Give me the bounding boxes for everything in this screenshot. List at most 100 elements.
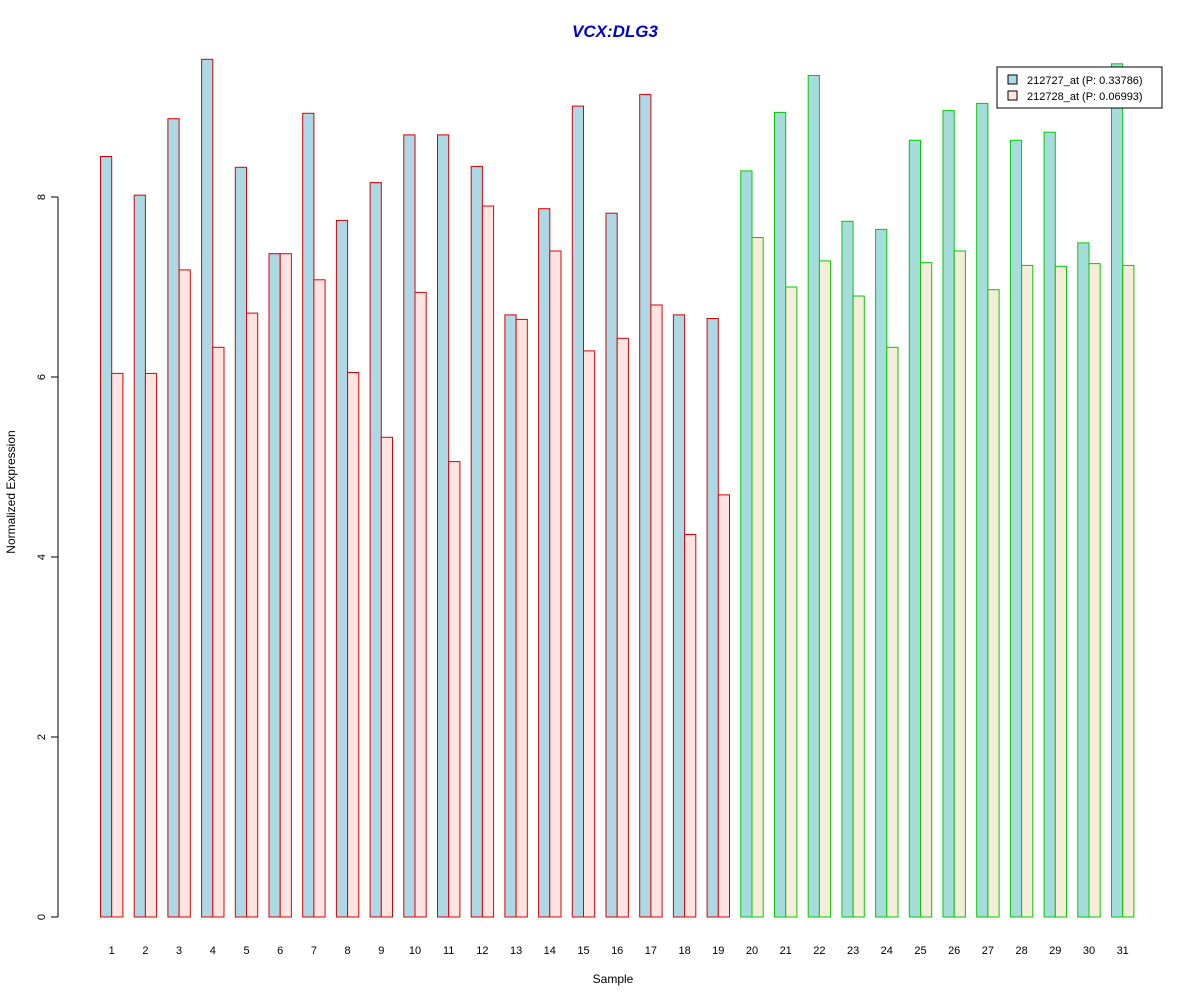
x-tick-label: 23 [847,945,859,957]
bar-212728-sample-11 [448,461,461,918]
bar-212728-sample-18 [684,534,697,918]
bar-212728-sample-7 [313,279,326,918]
x-tick-label: 14 [544,945,556,957]
x-axis-label: Sample [593,972,634,986]
x-tick-label: 8 [345,945,351,957]
x-tick-label: 2 [142,945,148,957]
bar-212727-sample-23 [841,220,854,918]
bar-212728-sample-4 [212,346,225,918]
x-tick-label: 26 [948,945,960,957]
x-tick-label: 1 [109,945,115,957]
bars-group [100,58,1135,918]
bar-212727-sample-5 [234,166,248,918]
x-tick-label: 22 [813,945,825,957]
bar-212727-sample-4 [201,58,214,918]
bar-212727-sample-29 [1043,131,1056,918]
bar-212727-sample-11 [437,134,450,918]
bar-212728-sample-13 [515,318,528,918]
bar-212727-sample-14 [538,208,551,918]
bar-212727-sample-9 [369,182,382,918]
bar-212727-sample-16 [605,212,618,918]
bar-212728-sample-30 [1088,263,1101,918]
bar-212728-sample-20 [751,237,764,918]
bar-212727-sample-18 [672,314,686,918]
bar-212728-sample-12 [481,205,495,918]
bar-212727-sample-1 [100,156,113,918]
bar-212728-sample-10 [414,291,427,918]
bar-212728-sample-14 [549,250,562,918]
x-tick-label: 28 [1015,945,1027,957]
x-axis-ticks: 1 2 3 4 5 6 7 8 9 10 11 12 13 14 15 16 17 18 19 20 21 22 23 24 2… [109,945,1129,957]
x-tick-label: 19 [712,945,724,957]
x-tick-label: 3 [176,945,182,957]
y-tick-label: 8 [36,194,48,200]
legend-entry: 212728_at (P: 0.06993) [1027,91,1143,103]
x-tick-label: 16 [611,945,623,957]
legend-swatch [1007,90,1018,101]
bar-212728-sample-15 [583,350,596,918]
x-tick-label: 4 [210,945,216,957]
x-tick-label: 18 [678,945,690,957]
x-tick-label: 29 [1049,945,1061,957]
bar-212728-sample-5 [246,312,259,918]
y-tick-label: 6 [36,374,48,380]
x-tick-label: 13 [510,945,522,957]
x-tick-label: 30 [1083,945,1095,957]
legend: 212727_at (P: 0.33786) 212728_at (P: 0.06… [996,66,1163,109]
bar-212727-sample-12 [470,165,483,918]
bar-212727-sample-10 [403,134,416,918]
bar-212727-sample-20 [740,170,753,918]
bar-212728-sample-2 [144,372,158,918]
x-tick-label: 25 [914,945,926,957]
bar-212728-sample-9 [380,436,393,918]
x-tick-label: 6 [277,945,283,957]
bar-212727-sample-15 [571,105,584,918]
bar-212728-sample-22 [818,260,832,918]
chart-title: VCX:DLG3 [572,22,659,41]
bar-212727-sample-21 [774,111,787,918]
x-tick-label: 7 [311,945,317,957]
bar-212727-sample-8 [335,219,349,918]
bar-212728-sample-26 [953,250,966,918]
x-tick-label: 11 [443,945,454,957]
bar-212727-sample-7 [302,112,315,918]
bar-212727-sample-6 [268,253,281,918]
legend-swatch [1007,74,1018,85]
bar-212727-sample-25 [908,139,921,918]
bar-212728-sample-6 [279,253,292,918]
bar-212728-sample-1 [111,372,124,918]
bar-212728-sample-19 [717,494,730,918]
y-tick-label: 2 [36,734,48,740]
x-tick-label: 5 [243,945,249,957]
bar-212727-sample-3 [167,118,180,918]
x-tick-label: 27 [982,945,994,957]
y-tick-label: 0 [36,914,48,920]
y-axis-label: Normalized Expression [4,430,18,553]
legend-box [996,66,1163,109]
x-tick-label: 20 [746,945,758,957]
bar-212728-sample-25 [920,262,933,918]
bar-212728-sample-23 [852,295,865,918]
bar-212728-sample-29 [1054,265,1068,918]
bar-212728-sample-28 [1021,264,1034,918]
bar-212728-sample-24 [886,346,899,918]
x-tick-label: 10 [409,945,421,957]
x-tick-label: 24 [881,945,893,957]
bar-212727-sample-13 [504,314,517,918]
bar-212727-sample-17 [639,93,652,918]
x-tick-label: 9 [378,945,384,957]
bar-212727-sample-28 [1009,139,1023,918]
bar-212728-sample-16 [616,337,629,918]
bar-212727-sample-30 [1077,242,1090,918]
bar-212727-sample-19 [706,318,719,918]
bar-212728-sample-3 [178,269,191,918]
x-tick-label: 31 [1117,945,1129,957]
legend-entry: 212727_at (P: 0.33786) [1027,75,1143,87]
x-tick-label: 15 [577,945,589,957]
bar-212728-sample-21 [785,286,798,918]
y-axis: 0 2 4 6 8 [36,194,59,920]
bar-212727-sample-22 [807,75,820,918]
bar-212728-sample-27 [987,289,1000,918]
bar-212727-sample-24 [875,228,888,918]
